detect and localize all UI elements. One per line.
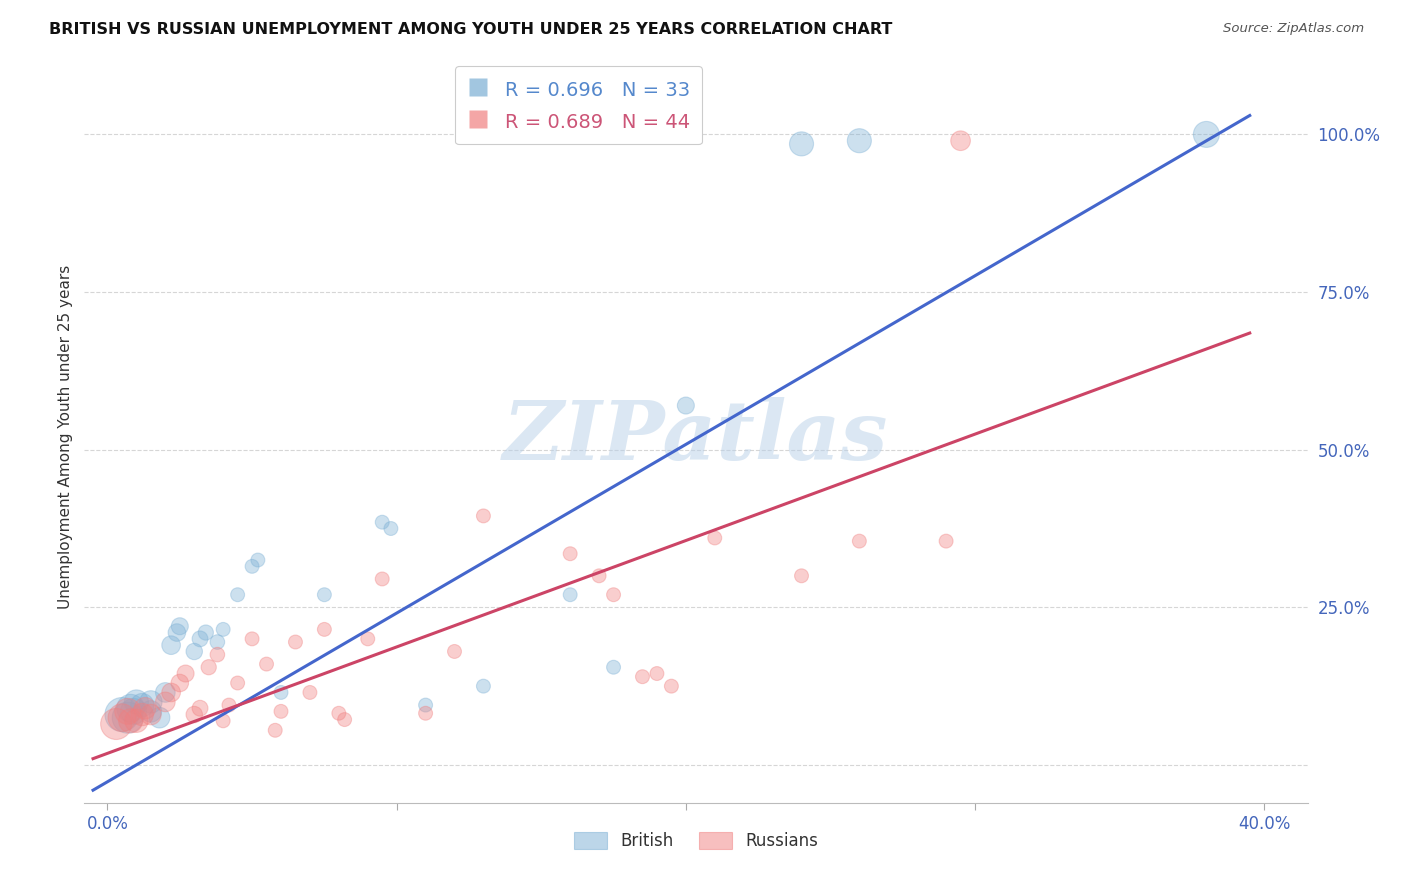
Point	[602, 660, 624, 674]
Point	[298, 685, 321, 699]
Point	[125, 695, 148, 709]
Point	[284, 635, 307, 649]
Point	[111, 707, 134, 722]
Point	[560, 588, 582, 602]
Point	[188, 701, 211, 715]
Point	[155, 695, 177, 709]
Point	[246, 553, 269, 567]
Y-axis label: Unemployment Among Youth under 25 years: Unemployment Among Youth under 25 years	[58, 265, 73, 609]
Point	[117, 711, 139, 725]
Point	[357, 632, 380, 646]
Point	[105, 717, 128, 731]
Point	[169, 676, 191, 690]
Point	[117, 705, 139, 719]
Point	[380, 521, 402, 535]
Point	[1195, 128, 1218, 142]
Point	[264, 723, 287, 738]
Point	[848, 534, 870, 549]
Point	[631, 670, 654, 684]
Point	[588, 569, 610, 583]
Point	[560, 547, 582, 561]
Point	[155, 685, 177, 699]
Point	[443, 644, 465, 658]
Point	[848, 134, 870, 148]
Point	[240, 632, 263, 646]
Point	[314, 588, 336, 602]
Point	[645, 666, 668, 681]
Point	[160, 638, 183, 652]
Point	[949, 134, 972, 148]
Point	[472, 679, 495, 693]
Point	[790, 136, 813, 151]
Point	[166, 625, 188, 640]
Point	[240, 559, 263, 574]
Point	[661, 679, 683, 693]
Point	[415, 706, 437, 721]
Point	[194, 625, 217, 640]
Point	[212, 623, 235, 637]
Point	[270, 685, 292, 699]
Point	[935, 534, 957, 549]
Point	[183, 707, 205, 722]
Point	[256, 657, 278, 671]
Point	[131, 707, 153, 722]
Point	[120, 701, 142, 715]
Text: BRITISH VS RUSSIAN UNEMPLOYMENT AMONG YOUTH UNDER 25 YEARS CORRELATION CHART: BRITISH VS RUSSIAN UNEMPLOYMENT AMONG YO…	[49, 22, 893, 37]
Point	[602, 588, 624, 602]
Point	[160, 685, 183, 699]
Point	[226, 588, 249, 602]
Point	[169, 619, 191, 633]
Point	[125, 714, 148, 728]
Text: ZIPatlas: ZIPatlas	[503, 397, 889, 477]
Point	[675, 399, 697, 413]
Point	[134, 701, 156, 715]
Point	[270, 705, 292, 719]
Point	[415, 698, 437, 712]
Point	[371, 572, 394, 586]
Point	[197, 660, 219, 674]
Point	[139, 705, 162, 719]
Point	[111, 711, 134, 725]
Point	[314, 623, 336, 637]
Legend: British, Russians: British, Russians	[567, 825, 825, 856]
Point	[218, 698, 240, 712]
Point	[148, 711, 170, 725]
Text: Source: ZipAtlas.com: Source: ZipAtlas.com	[1223, 22, 1364, 36]
Point	[472, 508, 495, 523]
Point	[207, 648, 229, 662]
Point	[790, 569, 813, 583]
Point	[120, 714, 142, 728]
Point	[226, 676, 249, 690]
Point	[139, 707, 162, 722]
Point	[703, 531, 725, 545]
Point	[131, 698, 153, 712]
Point	[174, 666, 197, 681]
Point	[371, 515, 394, 529]
Point	[333, 713, 356, 727]
Point	[207, 635, 229, 649]
Point	[183, 644, 205, 658]
Point	[122, 705, 145, 719]
Point	[328, 706, 350, 721]
Point	[139, 695, 162, 709]
Point	[188, 632, 211, 646]
Point	[212, 714, 235, 728]
